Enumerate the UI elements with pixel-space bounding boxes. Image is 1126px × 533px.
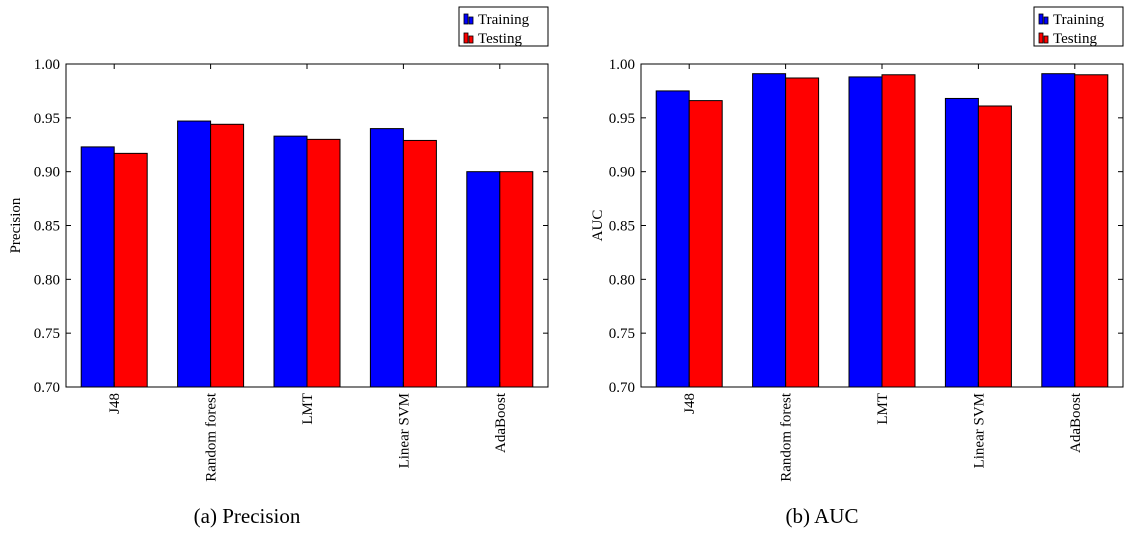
x-category-label: Random forest xyxy=(779,392,795,482)
bar-testing xyxy=(402,139,437,388)
legend-swatch-training xyxy=(468,16,474,25)
bar-training xyxy=(177,120,212,388)
legend-box xyxy=(1033,6,1124,47)
chart-panel-0: 0.70 0.75 0.80 0.85 0.90 0.95 1.00 Precision J48… xyxy=(8,6,549,528)
legend: Training Testing xyxy=(1033,6,1124,47)
legend-swatch-testing xyxy=(1043,35,1049,44)
y-tick-label: 0.75 xyxy=(609,326,635,342)
bar-testing xyxy=(210,123,245,388)
y-tick-label: 1.00 xyxy=(34,57,60,73)
bar-testing xyxy=(1074,74,1109,388)
bar-training xyxy=(848,76,883,388)
bar-training xyxy=(369,128,404,388)
legend-swatch-training xyxy=(463,13,469,25)
bar-training xyxy=(1041,73,1076,388)
bar-testing xyxy=(113,152,148,388)
figure-caption: (a) Precision xyxy=(194,504,301,528)
bar-training xyxy=(944,97,979,388)
bar-testing xyxy=(977,105,1012,388)
legend-swatch-training xyxy=(1038,13,1044,25)
y-tick-label: 1.00 xyxy=(609,57,635,73)
legend: Training Testing xyxy=(458,6,549,47)
legend-label-training: Training xyxy=(1053,12,1105,28)
bar-testing xyxy=(306,138,341,388)
x-category-label: LMT xyxy=(300,393,316,425)
legend-box xyxy=(458,6,549,47)
bar-training xyxy=(273,135,308,388)
y-tick-label: 0.85 xyxy=(609,219,635,235)
x-category-label: J48 xyxy=(107,393,123,414)
bar-testing xyxy=(499,171,534,388)
y-axis-label: AUC xyxy=(590,210,606,242)
legend-label-training: Training xyxy=(478,12,530,28)
y-tick-label: 0.75 xyxy=(34,326,60,342)
x-category-label: LMT xyxy=(875,393,891,425)
bar-testing xyxy=(688,100,723,388)
plot-frame xyxy=(640,63,1124,388)
legend-swatch-testing xyxy=(463,32,469,44)
legend-swatch-testing xyxy=(468,35,474,44)
x-category-label: Linear SVM xyxy=(396,393,412,468)
y-tick-label: 0.90 xyxy=(34,165,60,181)
y-axis-label: Precision xyxy=(8,197,24,253)
y-tick-label: 0.70 xyxy=(609,380,635,396)
y-tick-label: 0.95 xyxy=(34,111,60,127)
plot-frame xyxy=(65,63,549,388)
y-tick-label: 0.90 xyxy=(609,165,635,181)
y-tick-label: 0.85 xyxy=(34,219,60,235)
bar-training xyxy=(655,90,690,388)
bar-training xyxy=(752,73,787,388)
y-tick-label: 0.70 xyxy=(34,380,60,396)
legend-swatch-training xyxy=(1043,16,1049,25)
y-tick-label: 0.80 xyxy=(34,272,60,288)
bar-training xyxy=(466,171,501,388)
x-category-label: AdaBoost xyxy=(1068,392,1084,453)
figure-caption: (b) AUC xyxy=(786,504,859,528)
legend-label-testing: Testing xyxy=(478,31,522,47)
bar-testing xyxy=(881,74,916,388)
legend-label-testing: Testing xyxy=(1053,31,1097,47)
legend-swatch-testing xyxy=(1038,32,1044,44)
x-category-label: Random forest xyxy=(204,392,220,482)
bar-testing xyxy=(785,77,820,388)
x-category-label: AdaBoost xyxy=(493,392,509,453)
x-category-label: Linear SVM xyxy=(971,393,987,468)
chart-panel-1: 0.70 0.75 0.80 0.85 0.90 0.95 1.00 AUC J48 Random… xyxy=(590,6,1124,528)
y-tick-label: 0.80 xyxy=(609,272,635,288)
y-tick-label: 0.95 xyxy=(609,111,635,127)
x-category-label: J48 xyxy=(682,393,698,414)
bar-training xyxy=(80,146,115,388)
